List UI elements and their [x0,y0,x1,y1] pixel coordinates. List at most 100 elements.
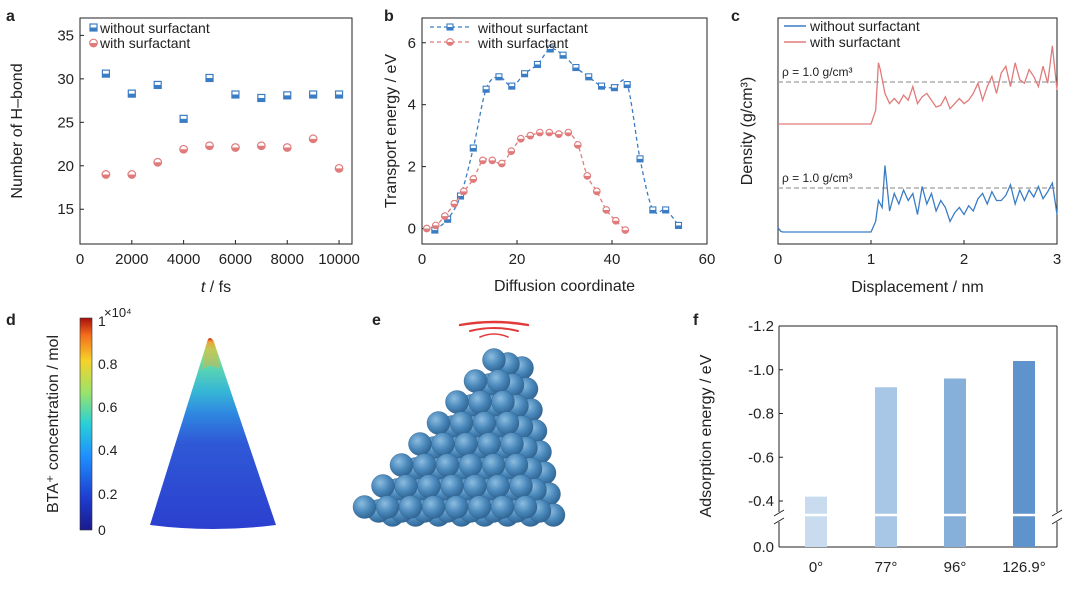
data-point-without-fill [180,118,188,123]
sphere [477,432,501,456]
reference-annotation: ρ = 1.0 g/cm³ [782,171,853,185]
panel-e-sphere-pyramid [352,320,566,527]
colorbar-tick-label: 0.8 [98,356,118,372]
data-point-with-fill [622,230,629,234]
data-point-without-fill [431,230,438,234]
sphere [491,390,515,414]
y-tick-label: 25 [57,114,74,131]
data-point-without-fill [483,89,490,93]
data-point-with-fill [517,138,525,143]
colorbar-label: BTA⁺ concentration / mol [45,335,62,513]
legend-label-without: without surfactant [477,20,588,36]
y-tick-label: 2 [408,159,416,176]
data-point-with-fill [257,145,266,150]
sphere [431,432,455,456]
y-tick-label: -1.0 [748,362,774,379]
x-tick-label: 2000 [115,251,148,268]
y-tick-label: -0.8 [748,406,774,423]
sphere [486,369,511,393]
bar-3 [1013,361,1035,547]
sphere [509,474,533,498]
y-axis-label: Transport energy / eV [383,54,400,208]
data-point-with-fill [584,175,591,180]
category-label: 96° [944,559,967,576]
signal-arc [469,327,519,332]
data-point-without-fill [508,86,515,90]
panel-label-e: e [372,312,381,329]
data-point-with-fill [536,132,544,136]
concentration-cone [150,338,276,529]
y-axis-label: Adsorption energy / eV [698,354,715,517]
y-tick-label: 30 [57,71,74,88]
y-tick-label: -0.4 [748,493,774,510]
colorbar-multiplier: ×10⁴ [104,305,132,320]
x-axis-label: Displacement / nm [851,279,984,296]
sphere [482,348,506,372]
plot-frame [777,17,1058,245]
panel-label-c: c [731,8,740,25]
sphere [444,495,469,519]
sphere [500,432,524,456]
x-tick-label: 0 [76,251,84,268]
x-tick-label: 6000 [219,251,252,268]
x-axis-label: t / fs [201,279,231,296]
x-tick-label: 8000 [271,251,304,268]
y-tick-label: 4 [408,97,416,114]
data-point-without-fill [457,196,464,200]
sphere [440,474,464,498]
y-tick-label: -0.6 [748,449,774,466]
data-point-without-fill [585,76,592,80]
sphere [504,453,529,477]
data-point-without-fill [128,93,136,98]
sphere [421,495,446,519]
sphere [394,474,418,498]
data-point-with-fill [460,191,468,195]
data-point-with-fill [179,149,188,154]
legend-label-without: without surfactant [99,20,210,36]
data-point-with-fill [470,178,477,183]
data-point-with-fill [508,151,515,155]
category-label: 126.9° [1002,559,1046,576]
data-point-without-fill [335,94,343,98]
axis-break-mark [773,517,785,525]
colorbar [79,317,93,531]
sphere [449,411,474,435]
legend-marker-with-fill [446,42,454,46]
legend-marker-without-fill [90,27,97,31]
sphere [468,390,492,414]
data-point-with-fill [479,160,487,164]
y-tick-label: 0.0 [753,539,774,556]
panel-label-f: f [693,312,699,329]
data-point-without-fill [495,76,502,80]
category-label: 0° [809,559,823,576]
x-tick-label: 10000 [318,251,360,268]
legend-label-with: with surfactant [99,35,190,51]
sphere [490,495,515,519]
sphere [426,411,451,435]
reference-annotation: ρ = 1.0 g/cm³ [782,65,853,79]
data-point-with-fill [489,160,496,164]
legend-marker-with-fill [89,43,98,47]
y-tick-label: 6 [408,35,416,52]
data-point-without-fill [547,48,554,52]
y-axis-label: Number of H–bond [9,63,26,198]
colorbar-tick-label: 0.6 [98,399,118,415]
data-point-with-fill [603,209,610,214]
x-tick-label: 40 [604,251,621,268]
panel-label-a: a [6,8,15,25]
legend-label-with: with surfactant [477,35,568,51]
data-point-without-fill [560,55,567,59]
plot-frame [421,17,708,245]
y-tick-label: 20 [57,158,74,175]
x-axis-label: Diffusion coordinate [494,278,635,295]
x-tick-label: 1 [867,251,875,268]
x-tick-label: 4000 [167,251,200,268]
sphere [408,432,432,456]
data-point-with-fill [450,203,458,208]
plot-frame [79,17,353,245]
data-point-without-fill [637,158,644,162]
y-tick-label: 15 [57,201,74,218]
colorbar-tick-label: 0.4 [98,442,118,458]
data-point-without-fill [675,225,682,229]
